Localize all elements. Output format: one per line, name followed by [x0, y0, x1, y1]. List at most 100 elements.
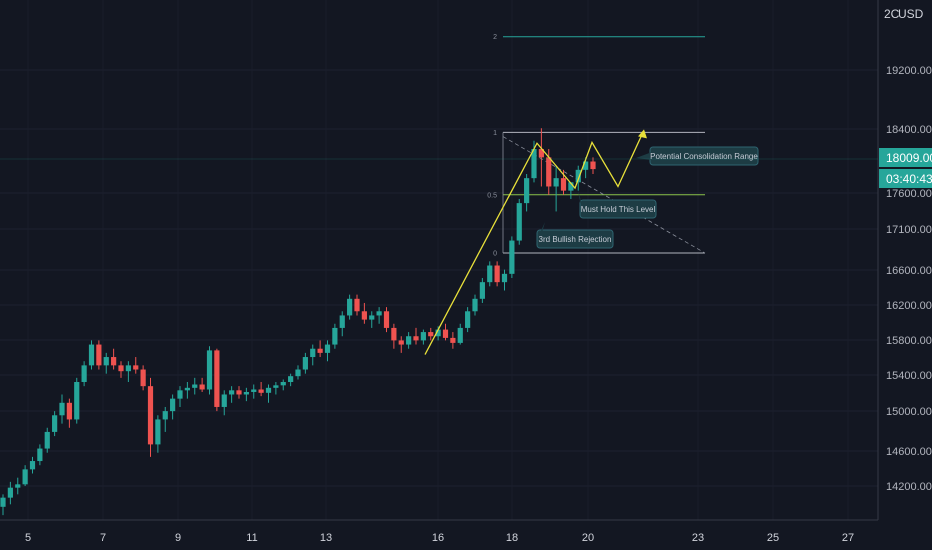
annotation-callout[interactable]: Potential Consolidation Range	[636, 146, 759, 166]
candle-countdown-tag	[879, 169, 932, 188]
y-tick-label: 16200.00	[886, 300, 932, 312]
candle-up	[74, 382, 80, 420]
y-tick-label: 15000.00	[886, 406, 932, 418]
x-tick-label: 9	[175, 532, 181, 544]
candle-up	[22, 469, 28, 485]
fib-level-label: 0.5	[487, 192, 497, 199]
candle-down	[413, 336, 419, 341]
candle-up	[229, 390, 235, 395]
candle-down	[140, 369, 146, 387]
candle-up	[347, 298, 353, 316]
candle-up	[479, 282, 485, 299]
annotation-text: 3rd Bullish Rejection	[539, 235, 612, 244]
time-axis[interactable]: 5 7 9 11 13 16 18 20 23 25 27	[25, 532, 854, 544]
candle-up	[487, 265, 493, 283]
annotation-box	[579, 199, 657, 219]
candle-up	[553, 178, 559, 187]
fib-level-label: 0	[493, 251, 497, 258]
candle-up	[280, 382, 286, 386]
candle-up	[251, 389, 257, 392]
x-tick-label: 25	[767, 532, 779, 544]
fib-levels[interactable]: 210.50	[487, 34, 706, 258]
candle-up	[295, 369, 301, 377]
x-tick-label: 18	[506, 532, 518, 544]
candle-down	[538, 149, 544, 158]
candle-down	[111, 357, 117, 366]
candle-up	[192, 384, 198, 388]
candle-up	[7, 487, 13, 498]
candle-up	[184, 387, 190, 391]
candle-up	[206, 350, 213, 390]
candle-up	[332, 327, 338, 345]
candle-down	[590, 161, 596, 170]
candle-up	[524, 178, 530, 204]
candle-up	[575, 169, 581, 183]
axis-top-label: 2C	[884, 7, 900, 21]
candle-up	[81, 365, 87, 382]
annotation-box	[536, 229, 614, 249]
y-tick-label: 15800.00	[886, 335, 932, 347]
candle-down	[118, 365, 124, 372]
candle-down	[450, 337, 456, 343]
candle-up	[155, 419, 161, 445]
y-tick-label: 14200.00	[886, 481, 932, 493]
y-tick-label: 15400.00	[886, 370, 932, 382]
candle-up	[516, 203, 522, 241]
candle-up	[44, 431, 50, 449]
candle-down	[258, 389, 264, 393]
candle-up	[52, 415, 58, 432]
projection-path[interactable]	[424, 132, 644, 355]
y-tick-label: 16600.00	[886, 265, 932, 277]
x-tick-label: 23	[692, 532, 704, 544]
candlestick-series	[0, 128, 596, 516]
candle-up	[125, 365, 131, 372]
candle-up	[339, 315, 345, 328]
annotation-text: Potential Consolidation Range	[650, 152, 758, 161]
fib-level-label: 1	[493, 130, 497, 137]
candle-down	[361, 311, 367, 320]
candle-up	[531, 149, 537, 179]
candle-up	[583, 161, 589, 170]
candle-up	[457, 327, 463, 343]
candle-down	[560, 178, 567, 191]
candle-down	[354, 298, 360, 312]
candle-up	[472, 298, 478, 312]
y-tick-label: 14600.00	[886, 446, 932, 458]
candle-up	[0, 497, 6, 507]
annotation-callout[interactable]: Must Hold This Level	[578, 190, 657, 219]
x-tick-label: 27	[842, 532, 854, 544]
current-price-tag[interactable]	[879, 148, 932, 167]
candle-up	[177, 390, 183, 399]
annotations[interactable]: Potential Consolidation Range Must Hold T…	[536, 146, 759, 249]
candle-up	[288, 376, 294, 382]
candle-down	[546, 157, 552, 187]
annotation-pointer	[578, 190, 582, 213]
candle-down	[428, 332, 434, 337]
candle-down	[199, 384, 205, 390]
x-tick-label: 13	[320, 532, 332, 544]
fib-level-label: 2	[493, 34, 497, 41]
candle-down	[442, 329, 449, 338]
candle-down	[96, 344, 102, 366]
candle-down	[66, 402, 72, 420]
candle-down	[147, 386, 154, 445]
candle-down	[317, 348, 323, 353]
candle-up	[265, 387, 272, 393]
candle-down	[383, 311, 390, 328]
candle-down	[133, 365, 139, 370]
price-axis[interactable]: 14200.00 14600.00 15000.00 15400.00 15800.00…	[886, 65, 932, 493]
y-tick-label: 17600.00	[886, 188, 932, 200]
axis-currency: USD	[898, 7, 924, 21]
candle-up	[37, 448, 43, 462]
candle-up	[435, 329, 441, 337]
descending-trendline[interactable]	[502, 136, 706, 254]
candle-down	[494, 265, 500, 283]
annotation-callout[interactable]: 3rd Bullish Rejection	[536, 222, 614, 249]
candle-down	[398, 340, 404, 345]
candle-up	[15, 484, 21, 488]
projection-pattern[interactable]	[424, 129, 647, 355]
candle-up	[324, 344, 331, 353]
candle-up	[243, 391, 249, 395]
